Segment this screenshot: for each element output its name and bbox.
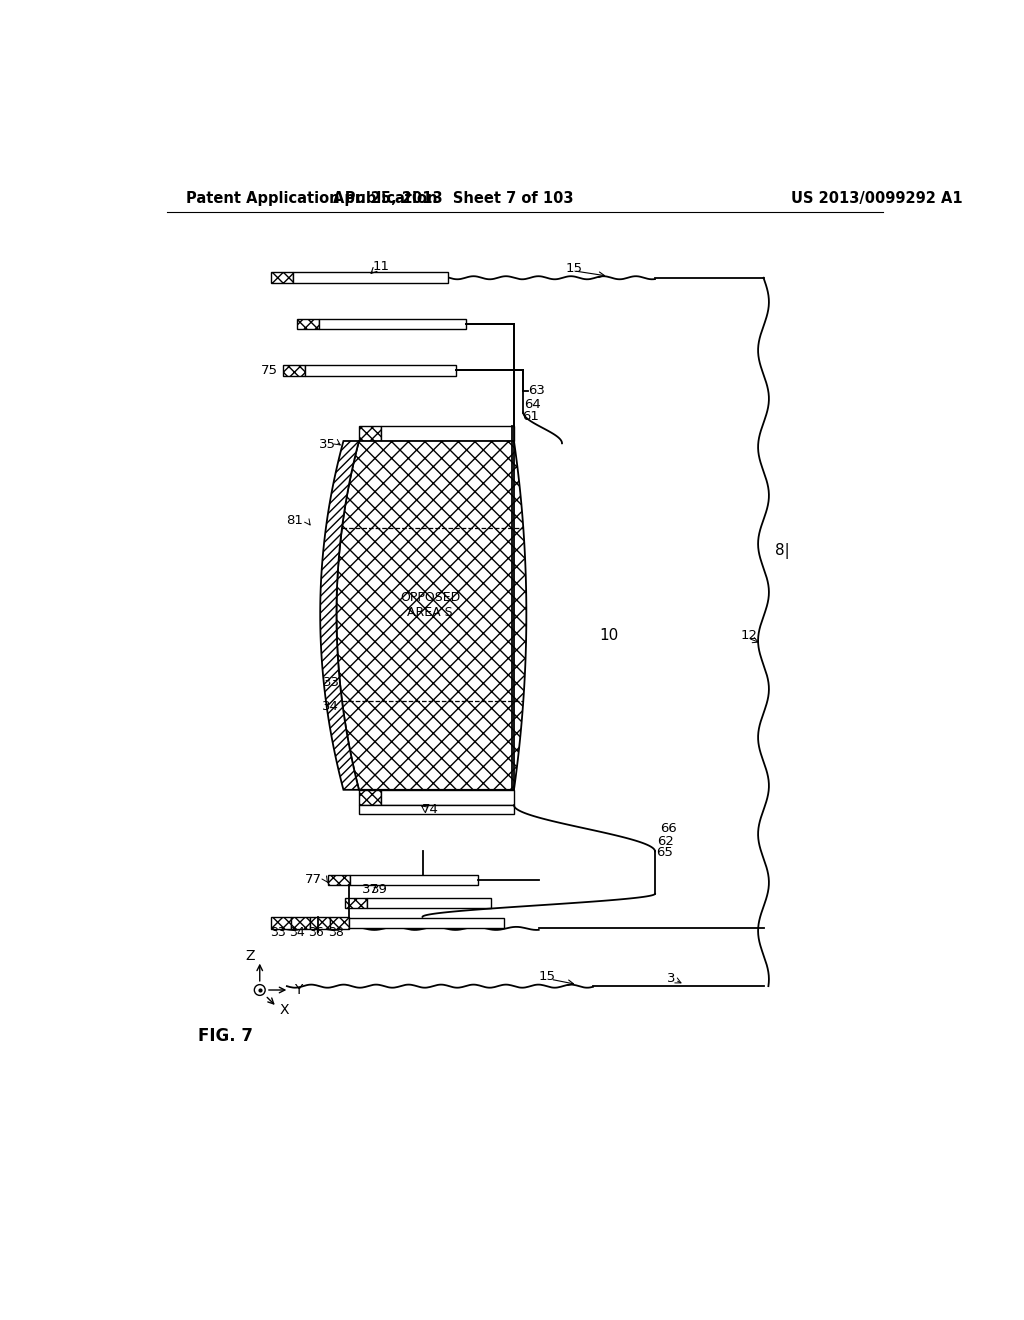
- Bar: [349, 919, 504, 928]
- Bar: [293, 272, 449, 284]
- Text: 8|: 8|: [775, 543, 790, 560]
- Bar: [271, 917, 291, 929]
- Bar: [283, 364, 305, 376]
- Text: OPPOSED: OPPOSED: [400, 591, 461, 603]
- Text: 15: 15: [566, 261, 583, 275]
- Text: 33: 33: [324, 676, 340, 689]
- Text: 37: 37: [362, 883, 379, 896]
- Text: Z: Z: [246, 949, 255, 964]
- Bar: [271, 272, 293, 284]
- Text: US 2013/0099292 A1: US 2013/0099292 A1: [791, 191, 963, 206]
- Bar: [367, 898, 490, 908]
- Polygon shape: [337, 441, 526, 789]
- Text: 81: 81: [287, 513, 303, 527]
- Bar: [359, 805, 514, 814]
- Polygon shape: [321, 441, 359, 789]
- Bar: [318, 318, 466, 330]
- Text: 74: 74: [422, 803, 438, 816]
- Bar: [359, 425, 381, 441]
- Text: 3: 3: [667, 972, 675, 985]
- Text: FIG. 7: FIG. 7: [198, 1027, 253, 1045]
- Text: Y: Y: [294, 983, 302, 997]
- Bar: [359, 789, 381, 805]
- Text: 34: 34: [322, 700, 339, 713]
- Text: 39: 39: [372, 883, 388, 896]
- Text: Patent Application Publication: Patent Application Publication: [186, 191, 437, 206]
- Text: 65: 65: [655, 846, 673, 859]
- Text: 15: 15: [539, 970, 556, 983]
- Text: 36: 36: [308, 925, 325, 939]
- Bar: [349, 875, 477, 886]
- Text: X: X: [280, 1003, 289, 1016]
- Text: 62: 62: [657, 834, 674, 847]
- Text: 38: 38: [328, 925, 344, 939]
- Text: 11: 11: [372, 260, 389, 273]
- Bar: [345, 898, 367, 908]
- Text: 63: 63: [528, 384, 545, 397]
- Text: 75: 75: [260, 363, 278, 376]
- Bar: [381, 789, 514, 805]
- Bar: [381, 425, 514, 441]
- Text: AREA S: AREA S: [408, 606, 453, 619]
- Text: 77: 77: [305, 874, 322, 887]
- Text: 61: 61: [522, 409, 540, 422]
- Text: 35: 35: [318, 438, 336, 451]
- Text: 64: 64: [524, 399, 541, 412]
- Text: 33: 33: [269, 925, 286, 939]
- Bar: [297, 318, 318, 330]
- Text: 10: 10: [599, 628, 618, 643]
- Text: Apr. 25, 2013  Sheet 7 of 103: Apr. 25, 2013 Sheet 7 of 103: [333, 191, 573, 206]
- Bar: [310, 917, 330, 929]
- Bar: [328, 875, 349, 886]
- Text: 66: 66: [659, 822, 677, 834]
- Text: 34: 34: [289, 925, 305, 939]
- Bar: [291, 917, 310, 929]
- Text: 12: 12: [740, 630, 758, 643]
- Bar: [305, 364, 456, 376]
- Bar: [330, 917, 349, 929]
